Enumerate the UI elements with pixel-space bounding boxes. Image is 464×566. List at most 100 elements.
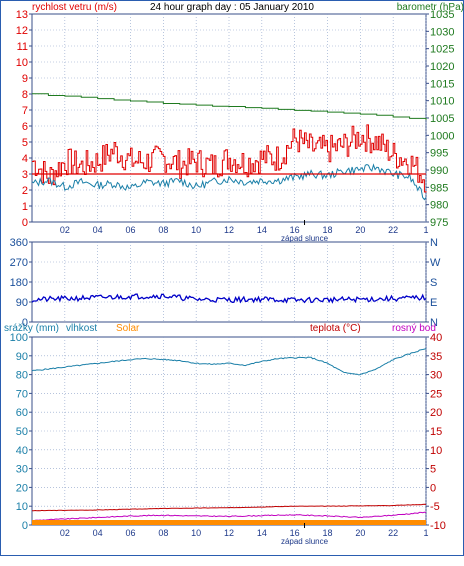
left-tick-label: 90: [16, 297, 28, 309]
right-tick-label: -10: [430, 520, 446, 532]
left-tick-label: 180: [10, 277, 28, 289]
left-tick-label: 40: [16, 445, 28, 457]
left-tick-label: 70: [16, 388, 28, 400]
x-tick-label: 12: [224, 528, 234, 538]
right-tick-label: 990: [430, 165, 448, 177]
left-tick-label: 4: [22, 153, 28, 165]
right-tick-label: 35: [430, 351, 442, 363]
left-tick-label: 8: [22, 89, 28, 101]
legend-rain: srážky (mm): [4, 323, 59, 334]
wind-axis-label: rychlost vetru (m/s): [32, 2, 117, 13]
wind-avg-series-line: [31, 163, 427, 201]
left-tick-label: 90: [16, 351, 28, 363]
x-tick-label: 04: [93, 225, 103, 235]
x-tick-label: 22: [388, 225, 398, 235]
left-tick-label: 10: [16, 501, 28, 513]
x-tick-label: 18: [322, 528, 332, 538]
data-layer: [31, 93, 427, 528]
right-tick-label: 1020: [430, 61, 454, 73]
left-tick-label: 11: [17, 41, 28, 53]
legend-solar: Solar: [116, 323, 140, 334]
right-tick-label: 15: [430, 426, 442, 438]
x-tick-label: 1: [423, 528, 428, 538]
x-tick-label: 08: [158, 225, 168, 235]
dewpoint-series-line: [31, 511, 427, 522]
x-tick-label: 08: [158, 528, 168, 538]
x-tick-label: 20: [355, 528, 365, 538]
left-tick-label: 80: [16, 370, 28, 382]
left-tick-label: 60: [16, 407, 28, 419]
x-tick-label: 06: [125, 528, 135, 538]
label-layer: 1312111098765432101035103010251020101510…: [4, 9, 454, 546]
right-tick-label: 40: [430, 332, 442, 344]
right-tick-label: -5: [430, 501, 440, 513]
x-tick-label: 1: [423, 225, 428, 235]
left-tick-label: 5: [22, 137, 28, 149]
left-tick-label: 3: [22, 169, 28, 181]
chart-title: 24 hour graph day : 05 January 2010: [150, 2, 314, 13]
left-tick-label: 10: [16, 57, 28, 69]
right-tick-label: 980: [430, 200, 448, 212]
x-tick-label: 02: [60, 225, 70, 235]
left-tick-label: 270: [10, 257, 28, 269]
sunset-label: západ slunce: [281, 234, 329, 243]
x-tick-label: 02: [60, 528, 70, 538]
panel-layer: [29, 13, 429, 526]
left-tick-label: 1: [22, 201, 28, 213]
right-tick-label: 1025: [430, 44, 454, 56]
right-tick-label: 20: [430, 407, 442, 419]
x-tick-label: 14: [257, 528, 267, 538]
left-tick-label: 20: [16, 482, 28, 494]
x-tick-label: 10: [191, 528, 201, 538]
right-tick-label: 0: [430, 482, 436, 494]
left-tick-label: 2: [22, 185, 28, 197]
right-tick-label: 975: [430, 217, 448, 229]
direction-series-line: [31, 293, 427, 304]
left-tick-label: 0: [22, 520, 28, 532]
x-tick-label: 22: [388, 528, 398, 538]
right-tick-label: N: [430, 317, 438, 329]
humidity-series-line: [31, 348, 427, 376]
right-tick-label: E: [430, 297, 437, 309]
x-tick-label: 16: [290, 225, 300, 235]
right-tick-label: 1010: [430, 96, 454, 108]
solar-series-band: [32, 520, 426, 525]
right-tick-label: W: [430, 257, 441, 269]
left-tick-label: 7: [22, 105, 28, 117]
left-tick-label: 9: [22, 73, 28, 85]
right-tick-label: 1030: [430, 26, 454, 38]
right-tick-label: 1000: [430, 130, 454, 142]
left-tick-label: 30: [16, 464, 28, 476]
left-tick-label: 100: [10, 332, 28, 344]
right-tick-label: 1015: [430, 78, 454, 90]
temperature-series-line: [32, 503, 427, 512]
right-tick-label: 30: [430, 370, 442, 382]
right-tick-label: 1005: [430, 113, 454, 125]
sunset-label: západ slunce: [281, 537, 329, 546]
pressure-axis-label: barometr (hPa): [397, 2, 464, 13]
x-tick-label: 06: [125, 225, 135, 235]
pressure-series-line: [32, 93, 427, 121]
right-tick-label: 10: [430, 445, 442, 457]
x-tick-label: 10: [191, 225, 201, 235]
left-tick-label: 0: [22, 317, 28, 329]
x-tick-label: 14: [257, 225, 267, 235]
x-tick-label: 18: [322, 225, 332, 235]
left-tick-label: 360: [10, 237, 28, 249]
left-tick-label: 0: [22, 217, 28, 229]
left-tick-label: 6: [22, 121, 28, 133]
legend-temperature: teplota (°C): [310, 323, 361, 334]
x-tick-label: 20: [355, 225, 365, 235]
wind-pressure-panel: [31, 13, 427, 223]
right-tick-label: 995: [430, 148, 448, 160]
right-tick-label: 985: [430, 182, 448, 194]
x-tick-label: 16: [290, 528, 300, 538]
wind-gust-series-line: [32, 124, 427, 193]
left-tick-label: 50: [16, 426, 28, 438]
x-tick-label: 04: [93, 528, 103, 538]
right-tick-label: 1035: [430, 9, 454, 21]
x-tick-label: 12: [224, 225, 234, 235]
legend-dewpoint: rosný bod: [392, 323, 436, 334]
right-tick-label: 25: [430, 388, 442, 400]
